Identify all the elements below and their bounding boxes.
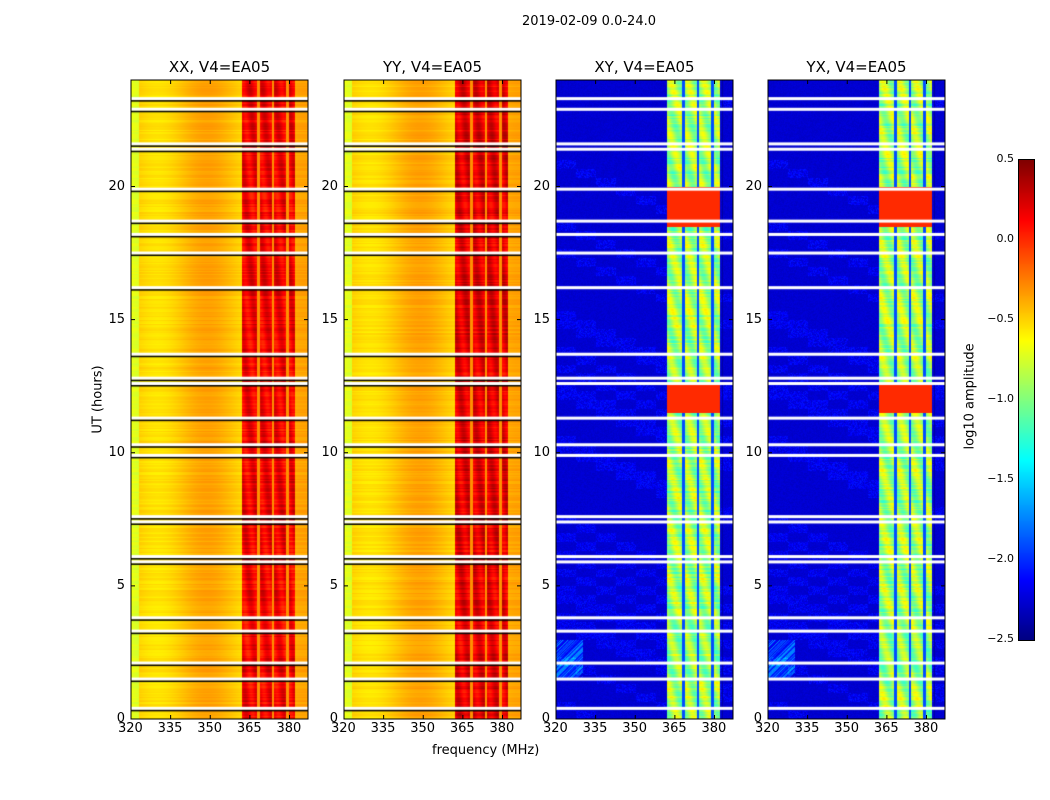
figure-suptitle: 2019-02-09 0.0-24.0: [522, 14, 656, 29]
x-tick-label: 335: [582, 721, 608, 736]
panel-title: YX, V4=EA05: [806, 58, 907, 76]
y-tick-label: 10: [321, 444, 338, 460]
x-tick-label: 335: [157, 721, 183, 736]
x-tick-label: 365: [661, 721, 687, 736]
y-tick-label: 20: [108, 178, 125, 194]
panel-title: YY, V4=EA05: [382, 58, 483, 76]
x-tick-label: 365: [236, 721, 262, 736]
x-axis-label: frequency (MHz): [432, 743, 540, 758]
x-tick-label: 380: [489, 721, 515, 736]
x-tick-label: 320: [118, 721, 143, 736]
x-tick-label: 320: [331, 721, 356, 736]
colorbar-tick-label: −1.0: [987, 392, 1014, 405]
panel-title: XX, V4=EA05: [168, 58, 271, 76]
y-tick-label: 20: [533, 178, 550, 194]
x-tick-label: 320: [755, 721, 780, 736]
y-tick-label: 15: [108, 311, 125, 327]
colorbar-tick-label: 0.0: [996, 232, 1015, 245]
colorbar: [1018, 159, 1035, 641]
panel-title: XY, V4=EA05: [594, 58, 695, 76]
y-tick-label: 20: [745, 178, 762, 194]
colorbar-tick-label: 0.5: [996, 152, 1015, 165]
y-tick-label: 5: [329, 577, 338, 593]
y-tick-label: 0: [329, 711, 338, 726]
y-tick-label: 15: [321, 311, 338, 327]
x-tick-label: 335: [370, 721, 396, 736]
y-tick-label: 5: [116, 577, 125, 593]
x-tick-label: 380: [701, 721, 727, 736]
y-tick-label: 10: [533, 444, 550, 460]
colorbar-tick-label: −0.5: [987, 312, 1014, 325]
x-tick-label: 365: [873, 721, 899, 736]
y-tick-label: 20: [321, 178, 338, 194]
x-tick-label: 350: [197, 721, 223, 736]
x-tick-label: 365: [449, 721, 475, 736]
y-tick-label: 5: [753, 577, 762, 593]
heatmap-cross: [768, 80, 945, 719]
x-tick-label: 320: [543, 721, 568, 736]
y-tick-label: 0: [116, 711, 125, 726]
colorbar-label: log10 amplitude: [962, 343, 978, 450]
x-tick-label: 380: [276, 721, 302, 736]
y-tick-label: 10: [745, 444, 762, 460]
y-tick-label: 0: [541, 711, 550, 726]
colorbar-tick-label: −2.0: [987, 552, 1014, 565]
y-tick-label: 15: [745, 311, 762, 327]
heatmap-auto: [344, 80, 521, 719]
y-tick-label: 10: [108, 444, 125, 460]
y-tick-label: 5: [541, 577, 550, 593]
y-tick-label: 15: [533, 311, 550, 327]
x-tick-label: 350: [410, 721, 436, 736]
x-tick-label: 335: [794, 721, 820, 736]
x-tick-label: 350: [834, 721, 860, 736]
colorbar-tick-label: −1.5: [987, 472, 1014, 485]
y-tick-label: 0: [753, 711, 762, 726]
heatmap-cross: [556, 80, 733, 719]
colorbar-tick-label: −2.5: [987, 632, 1014, 645]
heatmap-auto: [131, 80, 308, 719]
x-tick-label: 350: [622, 721, 648, 736]
x-tick-label: 380: [913, 721, 939, 736]
